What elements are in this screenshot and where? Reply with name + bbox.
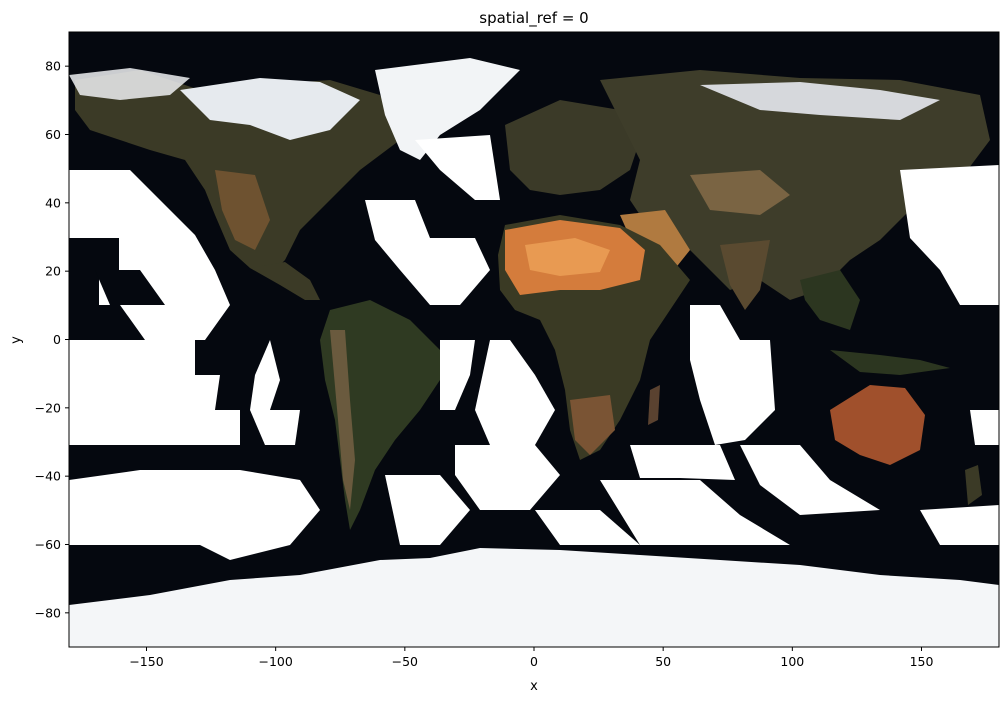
y-tick-label: 0: [53, 332, 61, 347]
y-axis: −80 −60 −40 −20 0 20 40 60 80: [35, 59, 69, 620]
y-tick-label: −40: [35, 469, 61, 484]
sahara-highlight: [525, 238, 610, 276]
new-zealand: [965, 465, 982, 505]
siberia-snow: [700, 82, 940, 120]
y-tick-label: −80: [35, 605, 61, 620]
southeast-asia: [800, 270, 860, 330]
y-tick-label: −60: [35, 537, 61, 552]
y-tick-label: −20: [35, 400, 61, 415]
x-tick-label: 50: [655, 654, 671, 669]
y-tick-label: 80: [45, 59, 61, 74]
central-asia-desert: [690, 170, 790, 215]
europe: [505, 100, 640, 195]
x-axis: −150 −100 −50 0 50 100 150: [129, 647, 933, 669]
andes: [330, 330, 355, 510]
x-tick-label: 100: [780, 654, 804, 669]
indonesia: [830, 350, 950, 375]
madagascar: [648, 385, 660, 425]
map-image: [68, 31, 1000, 648]
central-america: [250, 262, 320, 300]
asia: [600, 70, 990, 300]
plot-title: spatial_ref = 0: [479, 9, 588, 28]
x-tick-label: −150: [129, 654, 163, 669]
x-axis-label: x: [530, 679, 538, 694]
arctic-islands: [180, 78, 360, 140]
y-axis-label: y: [9, 336, 24, 344]
greenland: [375, 58, 520, 160]
x-tick-label: −100: [258, 654, 292, 669]
southern-africa: [570, 395, 615, 455]
no-data-swaths: [69, 135, 999, 560]
north-cloud: [69, 68, 190, 100]
y-tick-label: 60: [45, 127, 61, 142]
y-tick-label: 40: [45, 195, 61, 210]
x-tick-label: −50: [392, 654, 418, 669]
x-tick-label: 0: [530, 654, 538, 669]
x-tick-label: 150: [910, 654, 934, 669]
antarctica: [69, 548, 999, 647]
india: [720, 240, 770, 310]
north-america-desert: [215, 170, 270, 250]
y-tick-label: 20: [45, 264, 61, 279]
australia: [830, 385, 925, 465]
